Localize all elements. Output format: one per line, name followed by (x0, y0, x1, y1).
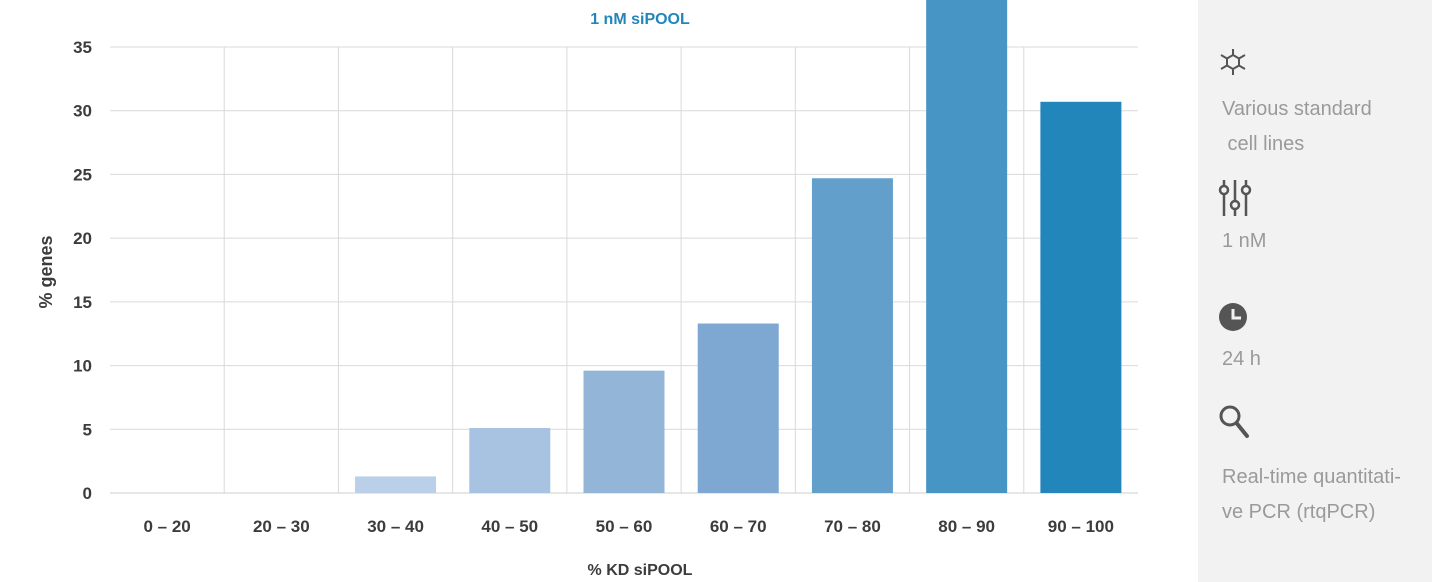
info-panel: Various standard cell lines 1 nM 24 h Re… (1198, 0, 1432, 582)
y-axis-label: % genes (36, 235, 56, 308)
concentration-text: 1 nM (1222, 230, 1267, 252)
cell-lines-text: Various standard cell lines (1222, 98, 1372, 155)
y-tick-label: 0 (83, 484, 92, 503)
bar-chart: 0 5 10 15 20 25 30 35 0 – 20 20 – 30 30 – 40 40 – … (36, 0, 1138, 579)
y-tick-label: 5 (83, 420, 92, 439)
search-icon (1218, 404, 1250, 444)
x-tick-label: 90 – 100 (1048, 517, 1114, 536)
x-tick-label: 60 – 70 (710, 517, 767, 536)
bar (1040, 101, 1122, 494)
y-tick-label: 30 (73, 102, 92, 121)
y-tick-label: 35 (73, 38, 92, 57)
bars (355, 0, 1122, 494)
bar (469, 428, 551, 493)
y-tick-labels: 0 5 10 15 20 25 30 35 (73, 38, 92, 503)
x-tick-label: 30 – 40 (367, 517, 424, 536)
x-tick-label: 20 – 30 (253, 517, 310, 536)
bar (811, 178, 893, 493)
y-tick-label: 25 (73, 165, 92, 184)
bar (926, 0, 1008, 494)
x-tick-labels: 0 – 20 20 – 30 30 – 40 40 – 50 50 – 60 60 – 7… (143, 517, 1114, 536)
x-tick-label: 80 – 90 (938, 517, 995, 536)
bar (697, 323, 779, 493)
method-text: Real-time quantitati- ve PCR (rtqPCR) (1222, 466, 1401, 523)
duration-text: 24 h (1222, 348, 1261, 370)
x-tick-label: 0 – 20 (143, 517, 190, 536)
bar (355, 476, 437, 493)
y-tick-label: 15 (73, 293, 92, 312)
x-axis-label: % KD siPOOL (588, 562, 693, 579)
sliders-icon (1218, 178, 1252, 222)
y-tick-label: 10 (73, 357, 92, 376)
x-tick-label: 70 – 80 (824, 517, 881, 536)
cell-icon (1218, 48, 1248, 80)
bar (583, 370, 665, 493)
clock-icon (1218, 302, 1248, 336)
x-tick-label: 40 – 50 (481, 517, 538, 536)
x-tick-label: 50 – 60 (596, 517, 653, 536)
chart-title: 1 nM siPOOL (590, 11, 690, 28)
y-tick-label: 20 (73, 229, 92, 248)
